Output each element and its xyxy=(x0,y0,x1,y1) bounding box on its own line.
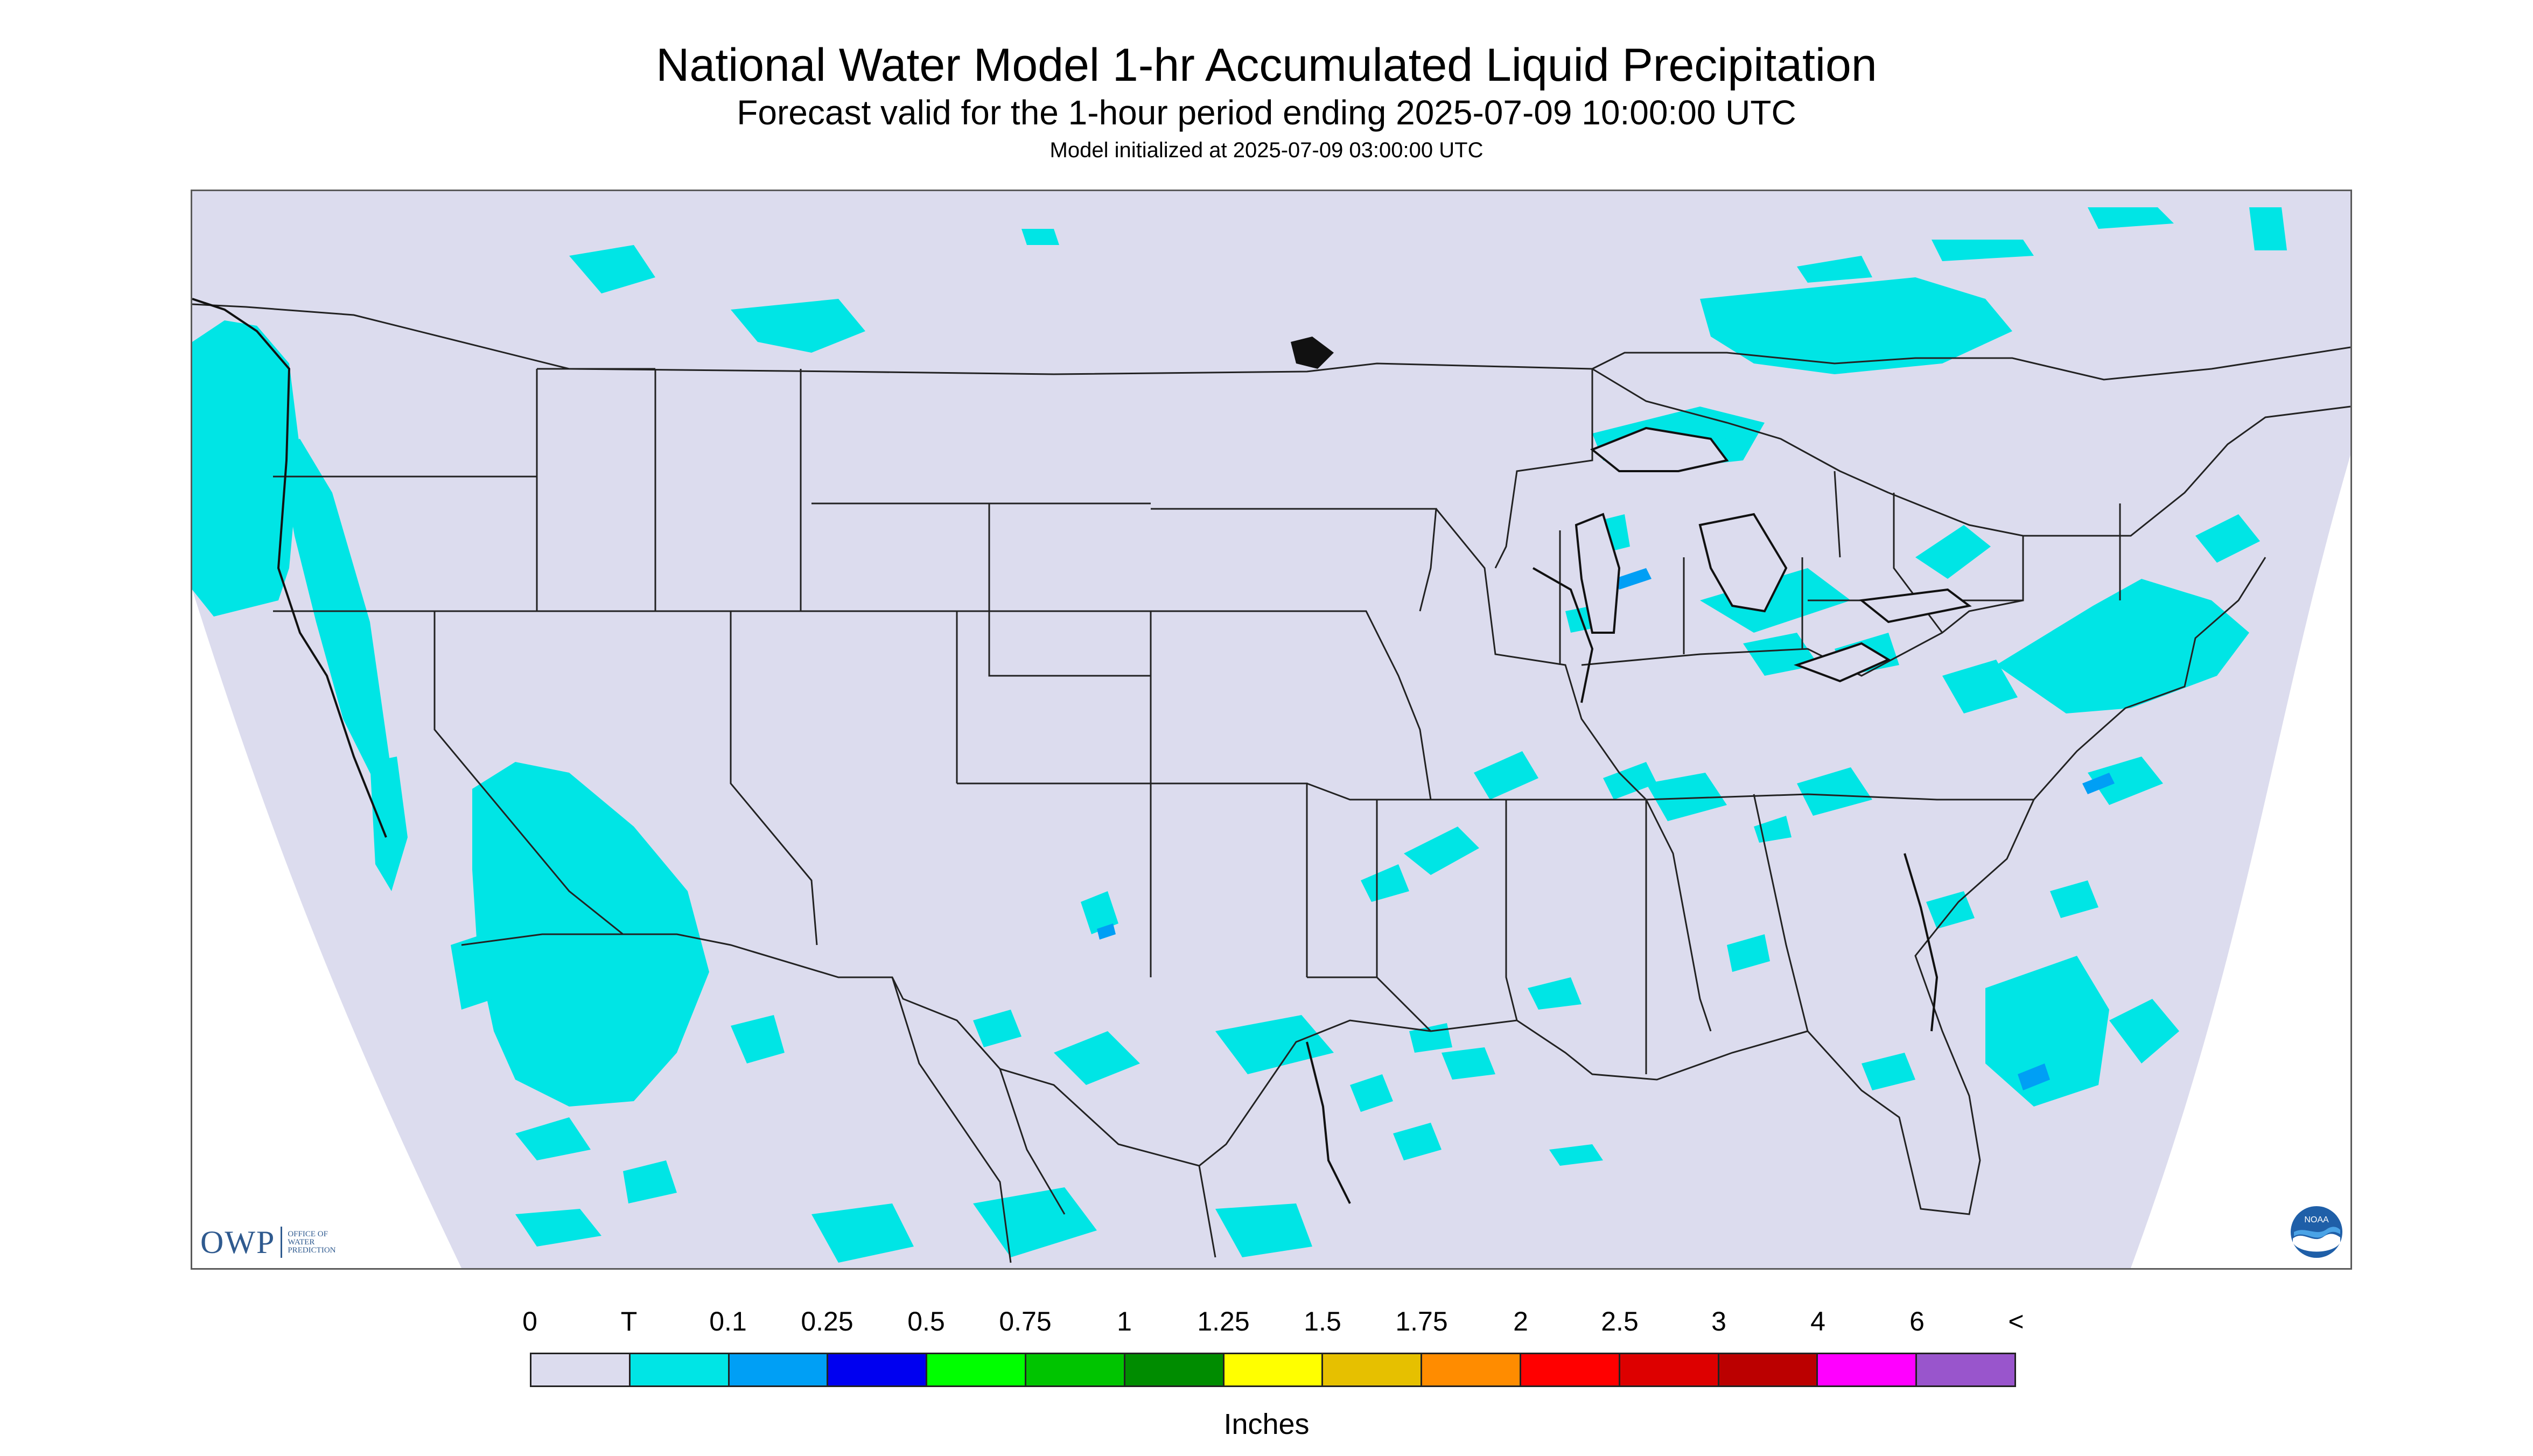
legend-label: T xyxy=(620,1306,638,1336)
great-lakes xyxy=(1575,426,1972,683)
map-title: National Water Model 1-hr Accumulated Li… xyxy=(656,39,1877,91)
political-borders xyxy=(192,303,2350,1263)
owp-logo-text: OWP xyxy=(200,1224,276,1260)
owp-logo-subtitle: OFFICE OF WATER PREDICTION xyxy=(288,1230,335,1255)
noaa-logo-text: NOAA xyxy=(2304,1215,2329,1224)
legend-swatch xyxy=(1224,1354,1324,1385)
owp-logo-separator xyxy=(281,1227,283,1258)
precip-light-areas xyxy=(1097,568,2115,1090)
legend-swatch xyxy=(1026,1354,1125,1385)
legend-swatch xyxy=(828,1354,928,1385)
legend-label: 0.5 xyxy=(907,1306,945,1336)
legend-swatch xyxy=(531,1354,631,1385)
legend-label: 1.5 xyxy=(1304,1306,1341,1336)
legend-swatch xyxy=(1719,1354,1818,1385)
legend-label: 0.75 xyxy=(999,1306,1052,1336)
legend-swatch xyxy=(1818,1354,1918,1385)
legend-label: 0.25 xyxy=(801,1306,853,1336)
legend-swatch xyxy=(927,1354,1026,1385)
legend-labels: 0 T 0.1 0.25 0.5 0.75 1 1.25 1.5 1.75 2 2.5 3 4 6 < xyxy=(522,1306,2024,1338)
owp-sub-line-2: WATER xyxy=(288,1237,315,1247)
owp-sub-line-3: PREDICTION xyxy=(288,1245,336,1255)
legend-label: < xyxy=(2008,1306,2024,1336)
map-subtitle: Forecast valid for the 1-hour period end… xyxy=(737,93,1796,132)
model-domain xyxy=(192,191,2350,1268)
legend-label: 2.5 xyxy=(1601,1306,1639,1336)
legend-swatch xyxy=(1323,1354,1423,1385)
legend-label: 0 xyxy=(522,1306,537,1336)
legend-label: 6 xyxy=(1909,1306,1925,1336)
legend-label: 1 xyxy=(1117,1306,1132,1336)
legend-label: 1.75 xyxy=(1395,1306,1448,1336)
legend-swatch xyxy=(729,1354,829,1385)
legend-units: Inches xyxy=(1223,1408,1310,1440)
legend-swatch xyxy=(1917,1354,2014,1385)
precipitation-map xyxy=(191,190,2352,1270)
legend-swatch xyxy=(630,1354,730,1385)
legend-swatch xyxy=(1521,1354,1620,1385)
legend-label: 0.1 xyxy=(709,1306,747,1336)
legend-label: 3 xyxy=(1711,1306,1726,1336)
legend-label: 2 xyxy=(1513,1306,1528,1336)
legend-swatch xyxy=(1620,1354,1719,1385)
map-canvas xyxy=(192,191,2350,1268)
owp-sub-line-1: OFFICE OF xyxy=(288,1229,328,1238)
legend-swatch xyxy=(1422,1354,1521,1385)
owp-logo: OWP OFFICE OF WATER PREDICTION xyxy=(200,1223,378,1261)
legend-label: 4 xyxy=(1810,1306,1825,1336)
lake-of-the-woods xyxy=(1291,337,1334,369)
coastline-details xyxy=(192,298,1939,1204)
noaa-logo-icon: NOAA xyxy=(2291,1206,2342,1258)
model-init-line: Model initialized at 2025-07-09 03:00:00… xyxy=(1049,138,1484,162)
legend-label: 1.25 xyxy=(1197,1306,1250,1336)
legend-colorbar xyxy=(530,1353,2016,1387)
legend-swatch xyxy=(1125,1354,1224,1385)
